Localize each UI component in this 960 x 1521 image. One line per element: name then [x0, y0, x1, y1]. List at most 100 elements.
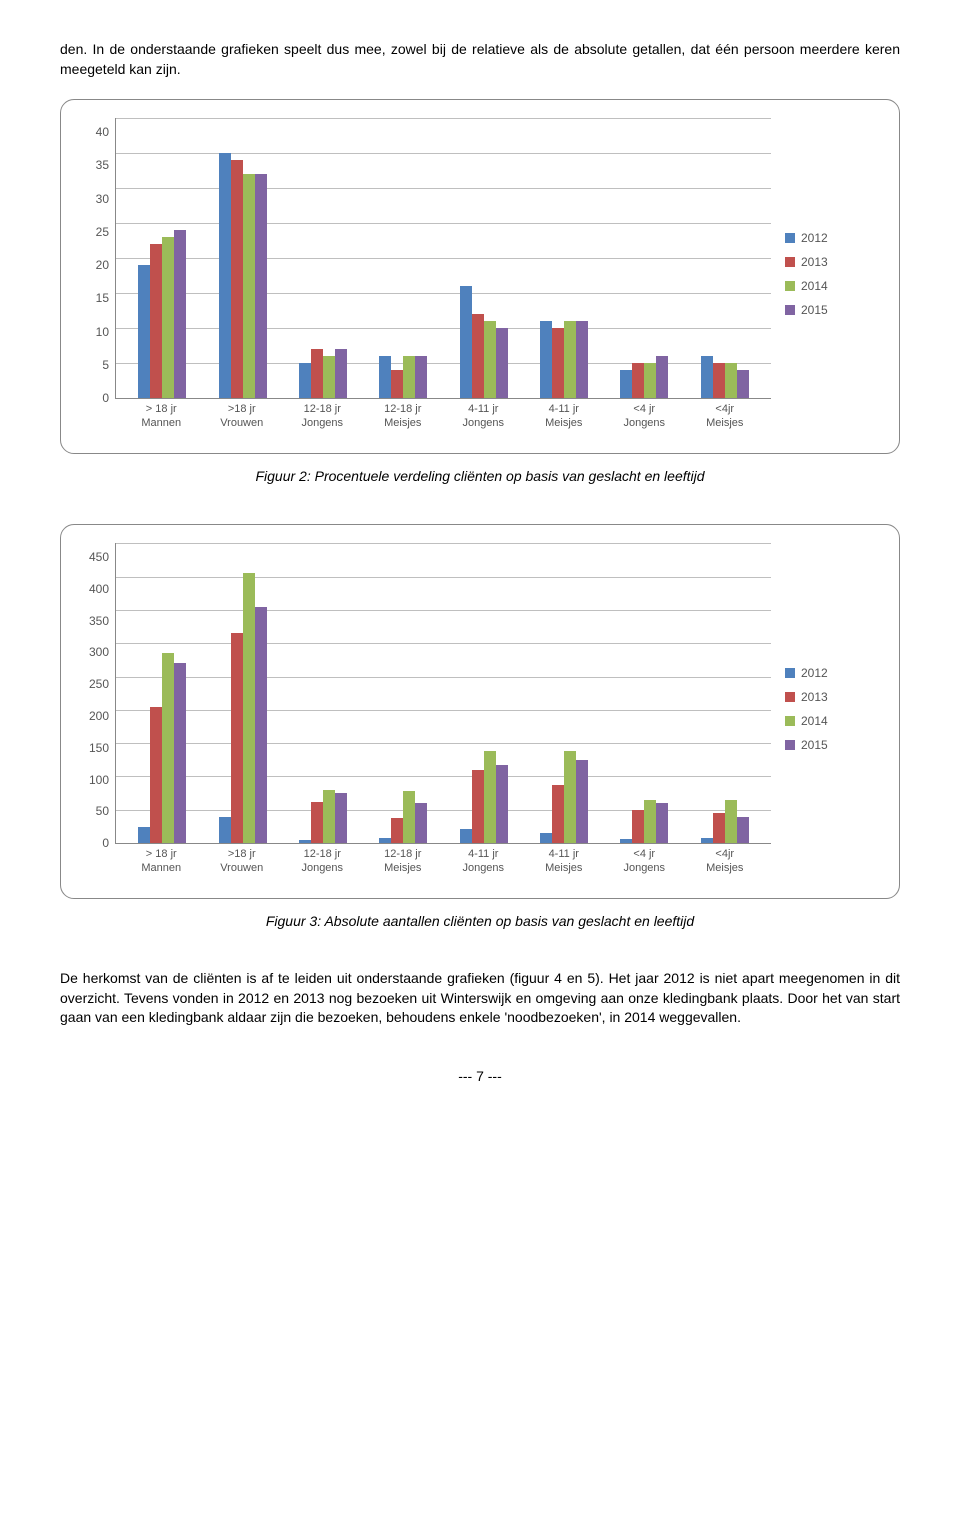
x-label-bottom: Meisjes	[363, 417, 444, 429]
x-label-top: 12-18 jr	[363, 848, 444, 860]
chart-1-x-labels-bottom: MannenVrouwenJongensMeisjesJongensMeisje…	[115, 415, 771, 429]
bar-group	[620, 118, 668, 398]
x-label-bottom: Meisjes	[524, 417, 605, 429]
legend-label: 2014	[801, 279, 828, 293]
bar	[138, 265, 150, 398]
x-label-bottom: Jongens	[443, 417, 524, 429]
x-label-bottom: Vrouwen	[202, 417, 283, 429]
intro-paragraph: den. In de onderstaande grafieken speelt…	[60, 40, 900, 79]
x-label-bottom: Jongens	[282, 417, 363, 429]
x-label-top: > 18 jr	[121, 403, 202, 415]
bar	[379, 356, 391, 398]
x-label-bottom: Mannen	[121, 417, 202, 429]
chart-1-plot	[115, 118, 771, 399]
bar	[311, 349, 323, 398]
y-tick-label: 25	[75, 225, 109, 239]
x-label-top: 12-18 jr	[282, 848, 363, 860]
x-label-top: <4jr	[685, 403, 766, 415]
bar	[243, 573, 255, 843]
bar	[644, 800, 656, 843]
x-label-bottom: Jongens	[282, 862, 363, 874]
legend-label: 2013	[801, 255, 828, 269]
x-label-bottom: Meisjes	[524, 862, 605, 874]
chart-1-legend: 2012 2013 2014 2015	[771, 118, 885, 429]
bar-group	[219, 118, 267, 398]
bar	[162, 237, 174, 398]
bar	[632, 363, 644, 398]
y-tick-label: 0	[75, 391, 109, 405]
bar	[174, 230, 186, 398]
x-label-bottom: Jongens	[604, 417, 685, 429]
x-label-top: > 18 jr	[121, 848, 202, 860]
bar	[737, 817, 749, 844]
legend-swatch	[785, 233, 795, 243]
chart-2-x-labels-top: > 18 jr>18 jr12-18 jr12-18 jr4-11 jr4-11…	[115, 844, 771, 860]
x-label-top: <4jr	[685, 848, 766, 860]
bar	[460, 829, 472, 844]
y-tick-label: 150	[75, 741, 109, 755]
bar	[299, 363, 311, 398]
legend-item: 2015	[785, 303, 885, 317]
legend-item: 2012	[785, 231, 885, 245]
y-tick-label: 450	[75, 550, 109, 564]
bar	[564, 751, 576, 843]
legend-swatch	[785, 692, 795, 702]
chart-2-frame: 050100150200250300350400450 > 18 jr>18 j…	[60, 524, 900, 899]
bar	[335, 349, 347, 398]
x-label-top: <4 jr	[604, 848, 685, 860]
outro-paragraph: De herkomst van de cliënten is af te lei…	[60, 969, 900, 1028]
legend-label: 2015	[801, 303, 828, 317]
bar	[162, 653, 174, 843]
bar	[472, 770, 484, 843]
x-label-bottom: Jongens	[604, 862, 685, 874]
bar	[460, 286, 472, 398]
bar	[701, 838, 713, 843]
legend-label: 2015	[801, 738, 828, 752]
bar	[335, 793, 347, 843]
bar	[496, 765, 508, 844]
y-tick-label: 15	[75, 291, 109, 305]
bar	[323, 356, 335, 398]
bar	[231, 633, 243, 843]
bar	[701, 356, 713, 398]
y-tick-label: 0	[75, 836, 109, 850]
chart-1-x-labels-top: > 18 jr>18 jr12-18 jr12-18 jr4-11 jr4-11…	[115, 399, 771, 415]
legend-swatch	[785, 740, 795, 750]
bar	[174, 663, 186, 843]
legend-item: 2015	[785, 738, 885, 752]
bar	[150, 707, 162, 844]
bar	[576, 760, 588, 843]
bar-group	[701, 118, 749, 398]
y-tick-label: 350	[75, 614, 109, 628]
bar-group	[620, 543, 668, 843]
bar-group	[138, 543, 186, 843]
bar	[540, 833, 552, 843]
y-tick-label: 100	[75, 773, 109, 787]
x-label-bottom: Mannen	[121, 862, 202, 874]
bar	[484, 321, 496, 398]
legend-label: 2012	[801, 231, 828, 245]
x-label-bottom: Meisjes	[363, 862, 444, 874]
bar	[484, 751, 496, 843]
caption-1: Figuur 2: Procentuele verdeling cliënten…	[60, 468, 900, 484]
bar	[379, 838, 391, 843]
y-tick-label: 300	[75, 645, 109, 659]
bar	[415, 803, 427, 843]
bar	[725, 363, 737, 398]
legend-swatch	[785, 257, 795, 267]
bar	[552, 328, 564, 398]
caption-2: Figuur 3: Absolute aantallen cliënten op…	[60, 913, 900, 929]
bar-group	[379, 118, 427, 398]
legend-swatch	[785, 716, 795, 726]
bar	[713, 813, 725, 843]
bar	[311, 802, 323, 843]
bar	[713, 363, 725, 398]
bar	[150, 244, 162, 398]
legend-label: 2013	[801, 690, 828, 704]
bar	[725, 800, 737, 843]
x-label-bottom: Meisjes	[685, 417, 766, 429]
bar	[496, 328, 508, 398]
legend-item: 2014	[785, 279, 885, 293]
x-label-bottom: Meisjes	[685, 862, 766, 874]
y-tick-label: 50	[75, 804, 109, 818]
